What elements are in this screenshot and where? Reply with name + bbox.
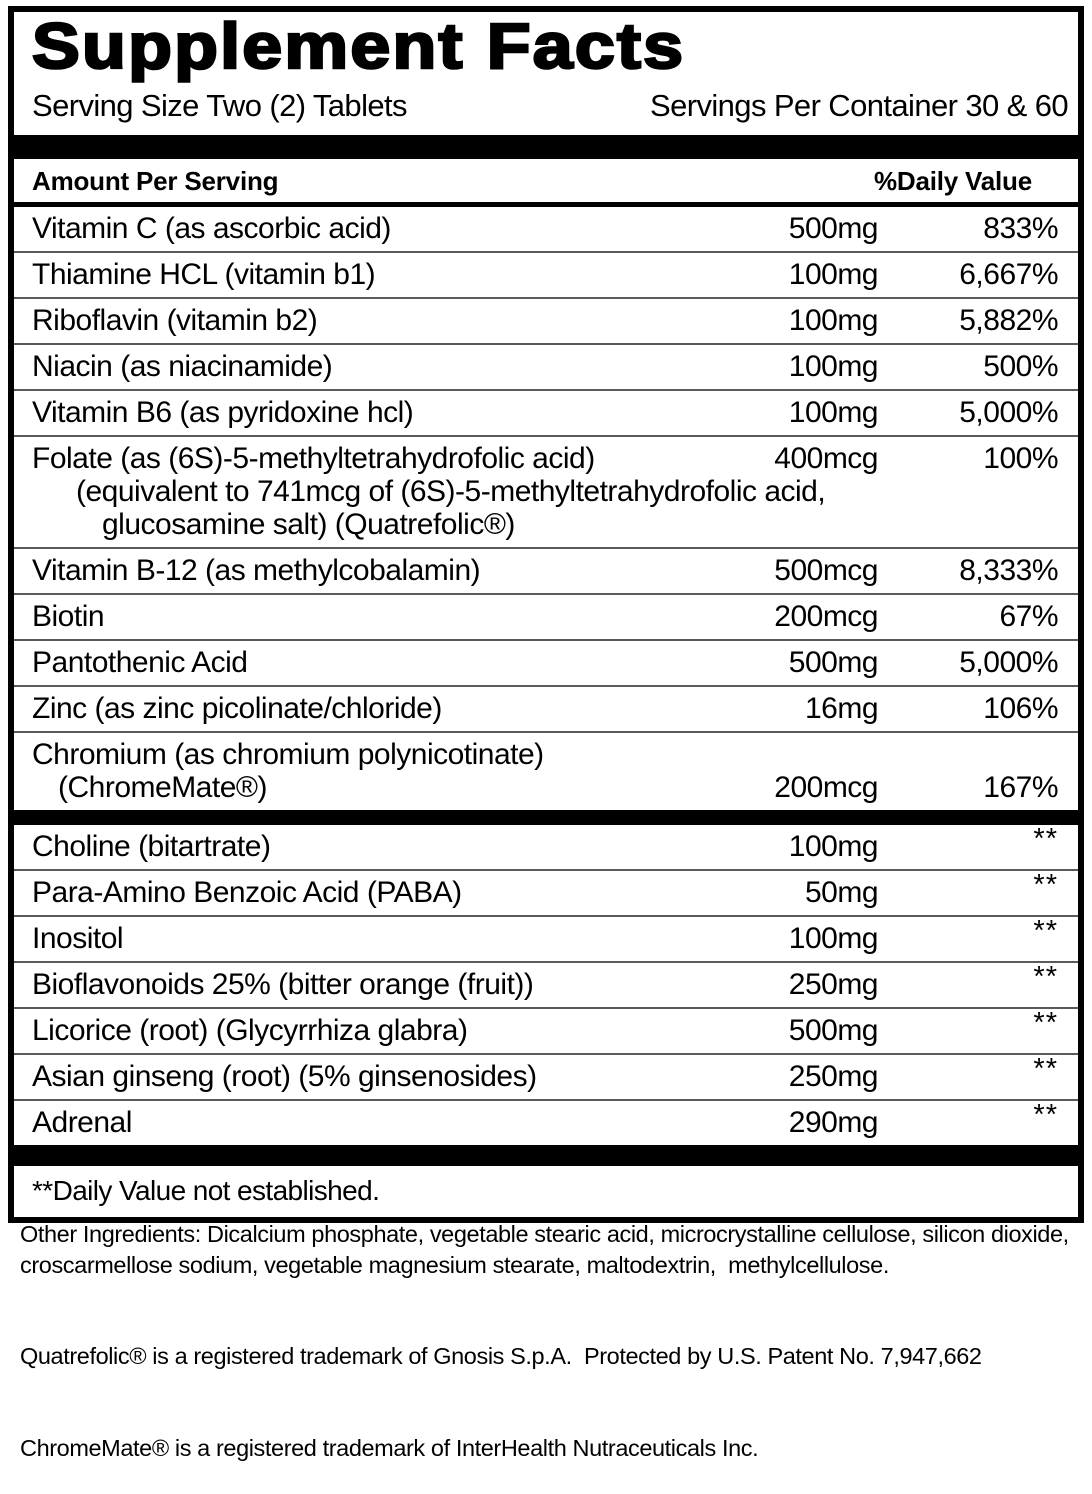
- nutrient-amount: 100mg: [788, 304, 879, 337]
- nutrient-amount: 100mg: [788, 396, 879, 429]
- section-divider-bar: [14, 135, 1078, 159]
- nutrient-row: Vitamin B6 (as pyridoxine hcl) 100mg 5,0…: [14, 391, 1078, 437]
- nutrient-daily-value: **: [1033, 1053, 1058, 1085]
- nutrient-row: Inositol 100mg **: [14, 915, 1078, 963]
- nutrient-daily-value: 500%: [983, 350, 1058, 383]
- nutrient-daily-value: 5,882%: [959, 304, 1058, 337]
- nutrient-name: Asian ginseng (root) (5% ginsenosides): [32, 1060, 537, 1093]
- nutrient-amount: 500mg: [788, 212, 879, 245]
- nutrient-row: Vitamin C (as ascorbic acid) 500mg 833%: [14, 207, 1078, 253]
- nutrient-daily-value: 8,333%: [959, 554, 1058, 587]
- nutrient-name: Chromium (as chromium polynicotinate): [32, 738, 544, 771]
- nutrient-row: Niacin (as niacinamide) 100mg 500%: [14, 345, 1078, 391]
- supplement-facts-panel: Supplement Facts Serving Size Two (2) Ta…: [8, 6, 1084, 1223]
- supplement-facts-title: Supplement Facts: [31, 10, 686, 82]
- nutrient-amount: 500mg: [788, 646, 879, 679]
- nutrient-row: Asian ginseng (root) (5% ginsenosides) 2…: [14, 1053, 1078, 1101]
- nutrient-name: Zinc (as zinc picolinate/chloride): [32, 692, 442, 725]
- section-divider-bar: [14, 1145, 1078, 1166]
- nutrient-daily-value: 6,667%: [959, 258, 1058, 291]
- nutrient-name: Adrenal: [32, 1106, 132, 1139]
- other-ingredients: Other Ingredients: Dicalcium phosphate, …: [20, 1221, 1069, 1278]
- nutrient-daily-value: **: [1033, 915, 1058, 947]
- nutrient-name: Biotin: [32, 600, 105, 633]
- nutrient-amount: 200mcg: [774, 771, 878, 804]
- nutrient-amount: 250mg: [788, 1060, 879, 1093]
- amount-per-serving-header: Amount Per Serving: [32, 166, 279, 196]
- nutrient-name: Folate (as (6S)-5-methyltetrahydrofolic …: [32, 442, 595, 475]
- nutrient-row: Adrenal 290mg **: [14, 1099, 1078, 1145]
- nutrient-amount: 100mg: [788, 258, 879, 291]
- nutrient-name: Riboflavin (vitamin b2): [32, 304, 318, 337]
- serving-size: Serving Size Two (2) Tablets: [32, 88, 408, 123]
- serving-info: Serving Size Two (2) Tablets Servings Pe…: [32, 88, 1069, 123]
- nutrient-name: Vitamin B6 (as pyridoxine hcl): [32, 396, 414, 429]
- nutrient-row-chromium: Chromium (as chromium polynicotinate) (C…: [14, 733, 1078, 810]
- nutrient-name-continuation: (ChromeMate®): [58, 771, 267, 804]
- nutrient-row: Riboflavin (vitamin b2) 100mg 5,882%: [14, 299, 1078, 345]
- nutrient-amount: 500mg: [788, 1014, 879, 1047]
- header-rule: [14, 202, 1078, 207]
- nutrient-daily-value: **: [1033, 1007, 1058, 1039]
- nutrient-name: Vitamin C (as ascorbic acid): [32, 212, 391, 245]
- nutrient-name: Choline (bitartrate): [32, 830, 271, 863]
- nutrient-daily-value: **: [1033, 823, 1058, 855]
- nutrient-daily-value: 67%: [999, 600, 1058, 633]
- nutrient-amount: 290mg: [788, 1106, 879, 1139]
- nutrient-name: Vitamin B-12 (as methylcobalamin): [32, 554, 481, 587]
- nutrient-amount: 100mg: [788, 350, 879, 383]
- quatrefolic-trademark-note: Quatrefolic® is a registered trademark o…: [20, 1343, 982, 1369]
- nutrient-row: Thiamine HCL (vitamin b1) 100mg 6,667%: [14, 253, 1078, 299]
- nutrient-amount: 250mg: [788, 968, 879, 1001]
- column-header-row: Amount Per Serving %Daily Value: [14, 159, 1078, 202]
- nutrient-row-folate: Folate (as (6S)-5-methyltetrahydrofolic …: [14, 437, 1078, 549]
- nutrient-name-continuation: (equivalent to 741mcg of (6S)-5-methylte…: [76, 475, 826, 508]
- nutrient-row: Vitamin B-12 (as methylcobalamin) 500mcg…: [14, 549, 1078, 595]
- nutrient-rows-section-2: Choline (bitartrate) 100mg ** Para-Amino…: [14, 823, 1078, 1145]
- chromemate-trademark-note: ChromeMate® is a registered trademark of…: [20, 1434, 759, 1461]
- servings-per-container: Servings Per Container 30 & 60: [650, 88, 1069, 123]
- nutrient-rows-section-1: Vitamin C (as ascorbic acid) 500mg 833% …: [14, 207, 1078, 810]
- nutrient-amount: 16mg: [804, 692, 879, 725]
- nutrient-row: Bioflavonoids 25% (bitter orange (fruit)…: [14, 961, 1078, 1009]
- section-divider-bar: [14, 810, 1078, 825]
- daily-value-footnote: **Daily Value not established.: [32, 1175, 380, 1206]
- nutrient-name: Bioflavonoids 25% (bitter orange (fruit)…: [32, 968, 534, 1001]
- nutrient-daily-value: 833%: [983, 212, 1058, 245]
- nutrient-row: Choline (bitartrate) 100mg **: [14, 823, 1078, 871]
- nutrient-name: Licorice (root) (Glycyrrhiza glabra): [32, 1014, 468, 1047]
- nutrient-row: Para-Amino Benzoic Acid (PABA) 50mg **: [14, 869, 1078, 917]
- nutrient-row: Licorice (root) (Glycyrrhiza glabra) 500…: [14, 1007, 1078, 1055]
- nutrient-daily-value: 106%: [983, 692, 1058, 725]
- nutrient-amount: 200mcg: [774, 600, 878, 633]
- daily-value-header: %Daily Value: [873, 166, 1032, 196]
- nutrient-daily-value: **: [1033, 1099, 1058, 1131]
- nutrient-daily-value: 167%: [983, 771, 1058, 804]
- nutrient-row: Biotin 200mcg 67%: [14, 595, 1078, 641]
- nutrient-amount: 100mg: [788, 922, 879, 955]
- nutrient-name: Niacin (as niacinamide): [32, 350, 333, 383]
- nutrient-daily-value: 100%: [983, 442, 1058, 475]
- nutrient-daily-value: 5,000%: [959, 396, 1058, 429]
- nutrient-row: Zinc (as zinc picolinate/chloride) 16mg …: [14, 687, 1078, 733]
- nutrient-amount: 400mcg: [774, 442, 878, 475]
- nutrient-daily-value: 5,000%: [959, 646, 1058, 679]
- nutrient-name: Thiamine HCL (vitamin b1): [32, 258, 376, 291]
- nutrient-name: Para-Amino Benzoic Acid (PABA): [32, 876, 462, 909]
- nutrient-name: Pantothenic Acid: [32, 646, 248, 679]
- nutrient-amount: 50mg: [804, 876, 879, 909]
- nutrient-amount: 100mg: [788, 830, 879, 863]
- nutrient-name-continuation: glucosamine salt) (Quatrefolic®): [102, 508, 515, 541]
- nutrient-amount: 500mcg: [774, 554, 878, 587]
- nutrient-name: Inositol: [32, 922, 124, 955]
- nutrient-daily-value: **: [1033, 961, 1058, 993]
- label-footer: Other Ingredients: Dicalcium phosphate, …: [20, 1158, 1076, 1494]
- nutrient-row: Pantothenic Acid 500mg 5,000%: [14, 641, 1078, 687]
- nutrient-daily-value: **: [1033, 869, 1058, 901]
